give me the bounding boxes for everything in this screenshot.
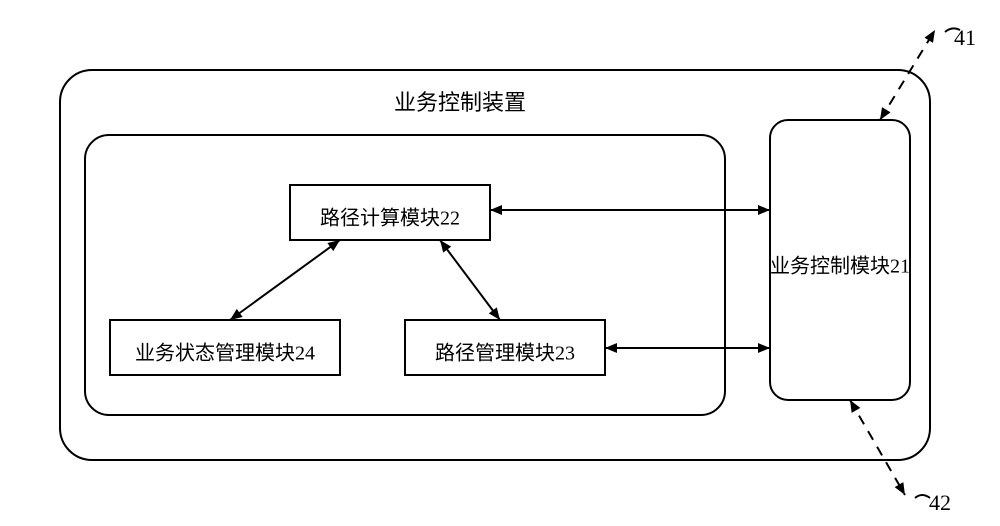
label-b24: 业务状态管理模块24 <box>135 342 315 365</box>
ext-label-42: 42 <box>929 490 951 515</box>
label-b21: 业务控制模块21 <box>770 255 910 278</box>
diagram-title: 业务控制装置 <box>394 90 526 115</box>
label-b23: 路径管理模块23 <box>435 342 575 365</box>
ext-label-41: 41 <box>954 25 976 50</box>
label-b22: 路径计算模块22 <box>320 207 460 230</box>
